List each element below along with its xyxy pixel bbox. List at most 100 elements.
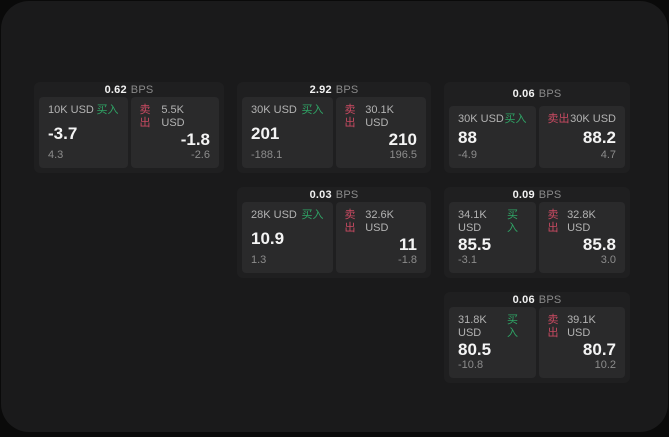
sell-tag: 卖出 (344, 209, 356, 234)
buy-panel[interactable]: 30K USD 买入 201 -188.1 (242, 97, 333, 168)
sell-size-label: 30.1K USD (365, 104, 394, 129)
buy-size-label: 28K USD (251, 209, 297, 221)
buy-change-value: -4.9 (458, 149, 477, 161)
buy-size-label: 34.1K USD (458, 209, 487, 234)
buy-panel[interactable]: 10K USD 买入 -3.7 4.3 (39, 97, 128, 168)
bps-value: 2.92 (309, 83, 332, 96)
sell-panel[interactable]: 卖出 30K USD 88.2 4.7 (538, 106, 625, 168)
buy-change-value: 4.3 (48, 149, 64, 161)
buy-change-value: -3.1 (458, 254, 477, 266)
sell-price-value: 210 (388, 130, 417, 149)
quote-card: 0.06 BPS 31.8K USD 买入 80.5 -10.8 卖出 39.1… (444, 292, 630, 383)
buy-change-value: -10.8 (458, 359, 484, 371)
bps-unit-label: BPS (335, 188, 359, 201)
sell-panel[interactable]: 卖出 32.6K USD 11 -1.8 (335, 202, 426, 273)
buy-panel[interactable]: 34.1K USD 买入 85.5 -3.1 (449, 202, 536, 273)
bps-value: 0.06 (512, 293, 535, 306)
quote-card: 0.06 BPS 30K USD 买入 88 -4.9 卖出 30K USD 8… (444, 82, 630, 173)
card-header: 0.62 BPS (39, 82, 219, 97)
sell-panel[interactable]: 卖出 39.1K USD 80.7 10.2 (538, 307, 625, 378)
card-body: 31.8K USD 买入 80.5 -10.8 卖出 39.1K USD 80.… (449, 307, 625, 378)
quote-cards-grid: 0.62 BPS 10K USD 买入 -3.7 4.3 卖出 5.5K USD… (34, 82, 630, 383)
sell-change-value: 10.2 (594, 359, 616, 371)
sell-size-label: 39.1K USD (567, 314, 596, 339)
sell-change-value: 4.7 (600, 149, 616, 161)
sell-panel-top: 卖出 30K USD (548, 113, 617, 126)
sell-price-value: 80.7 (582, 340, 616, 359)
bps-value: 0.06 (512, 88, 535, 100)
sell-size-label: 30K USD (570, 113, 616, 125)
buy-panel[interactable]: 28K USD 买入 10.9 1.3 (242, 202, 333, 273)
card-body: 30K USD 买入 201 -188.1 卖出 30.1K USD 210 1… (242, 97, 426, 168)
buy-price-value: 80.5 (458, 340, 492, 359)
buy-price-value: -3.7 (48, 123, 78, 143)
buy-tag: 买入 (504, 113, 527, 125)
buy-size-label: 10K USD (48, 104, 94, 116)
card-header: 0.09 BPS (449, 187, 625, 202)
card-body: 30K USD 买入 88 -4.9 卖出 30K USD 88.2 4.7 (449, 106, 625, 168)
buy-price-value: 10.9 (251, 228, 285, 248)
sell-change-value: 3.0 (600, 254, 616, 266)
quote-card: 2.92 BPS 30K USD 买入 201 -188.1 卖出 30.1K … (237, 82, 431, 173)
bps-unit-label: BPS (538, 188, 562, 201)
sell-size-label: 32.8K USD (567, 209, 596, 234)
quote-card: 0.09 BPS 34.1K USD 买入 85.5 -3.1 卖出 32.8K… (444, 187, 630, 278)
card-body: 10K USD 买入 -3.7 4.3 卖出 5.5K USD -1.8 -2.… (39, 97, 219, 168)
buy-size-label: 30K USD (458, 113, 504, 125)
buy-panel-top: 30K USD 买入 (458, 113, 527, 126)
sell-panel-top: 卖出 32.6K USD (345, 209, 418, 235)
card-header: 0.06 BPS (449, 82, 625, 106)
sell-tag: 卖出 (139, 104, 151, 129)
buy-tag: 买入 (506, 314, 518, 339)
card-header: 0.06 BPS (449, 292, 625, 307)
quote-card: 0.03 BPS 28K USD 买入 10.9 1.3 卖出 32.6K US… (237, 187, 431, 278)
buy-panel-top: 31.8K USD 买入 (458, 314, 527, 340)
buy-tag: 买入 (96, 104, 119, 116)
sell-panel-top: 卖出 30.1K USD (345, 104, 418, 130)
sell-tag: 卖出 (344, 104, 356, 129)
buy-size-label: 31.8K USD (458, 314, 487, 339)
quote-card: 0.62 BPS 10K USD 买入 -3.7 4.3 卖出 5.5K USD… (34, 82, 224, 173)
sell-tag: 卖出 (547, 314, 559, 339)
buy-tag: 买入 (301, 104, 324, 116)
card-body: 34.1K USD 买入 85.5 -3.1 卖出 32.8K USD 85.8… (449, 202, 625, 273)
bps-unit-label: BPS (538, 88, 562, 100)
card-header: 2.92 BPS (242, 82, 426, 97)
sell-panel[interactable]: 卖出 5.5K USD -1.8 -2.6 (130, 97, 219, 168)
bps-value: 0.62 (104, 83, 127, 96)
buy-size-label: 30K USD (251, 104, 297, 116)
sell-panel-top: 卖出 32.8K USD (548, 209, 617, 235)
sell-price-value: 11 (399, 235, 417, 254)
buy-change-value: -188.1 (251, 149, 283, 161)
sell-size-label: 5.5K USD (161, 104, 185, 129)
buy-panel-top: 34.1K USD 买入 (458, 209, 527, 235)
sell-change-value: 196.5 (389, 149, 417, 161)
sell-change-value: -1.8 (398, 254, 417, 266)
buy-panel-top: 10K USD 买入 (48, 104, 119, 117)
sell-price-value: 85.8 (582, 235, 616, 254)
sell-panel-top: 卖出 39.1K USD (548, 314, 617, 340)
sell-panel-top: 卖出 5.5K USD (140, 104, 211, 130)
buy-price-value: 201 (251, 123, 280, 143)
buy-panel[interactable]: 31.8K USD 买入 80.5 -10.8 (449, 307, 536, 378)
buy-change-value: 1.3 (251, 254, 267, 266)
buy-panel[interactable]: 30K USD 买入 88 -4.9 (449, 106, 536, 168)
sell-size-label: 32.6K USD (365, 209, 394, 234)
buy-price-value: 88 (458, 128, 477, 147)
bps-unit-label: BPS (130, 83, 154, 96)
sell-price-value: -1.8 (180, 130, 210, 149)
sell-panel[interactable]: 卖出 32.8K USD 85.8 3.0 (538, 202, 625, 273)
bps-value: 0.09 (512, 188, 535, 201)
bps-unit-label: BPS (538, 293, 562, 306)
bps-value: 0.03 (309, 188, 332, 201)
buy-price-value: 85.5 (458, 235, 492, 254)
sell-change-value: -2.6 (191, 149, 210, 161)
sell-panel[interactable]: 卖出 30.1K USD 210 196.5 (335, 97, 426, 168)
card-header: 0.03 BPS (242, 187, 426, 202)
buy-panel-top: 30K USD 买入 (251, 104, 324, 117)
buy-tag: 买入 (301, 209, 324, 221)
card-body: 28K USD 买入 10.9 1.3 卖出 32.6K USD 11 -1.8 (242, 202, 426, 273)
buy-tag: 买入 (506, 209, 518, 234)
sell-tag: 卖出 (547, 113, 570, 125)
